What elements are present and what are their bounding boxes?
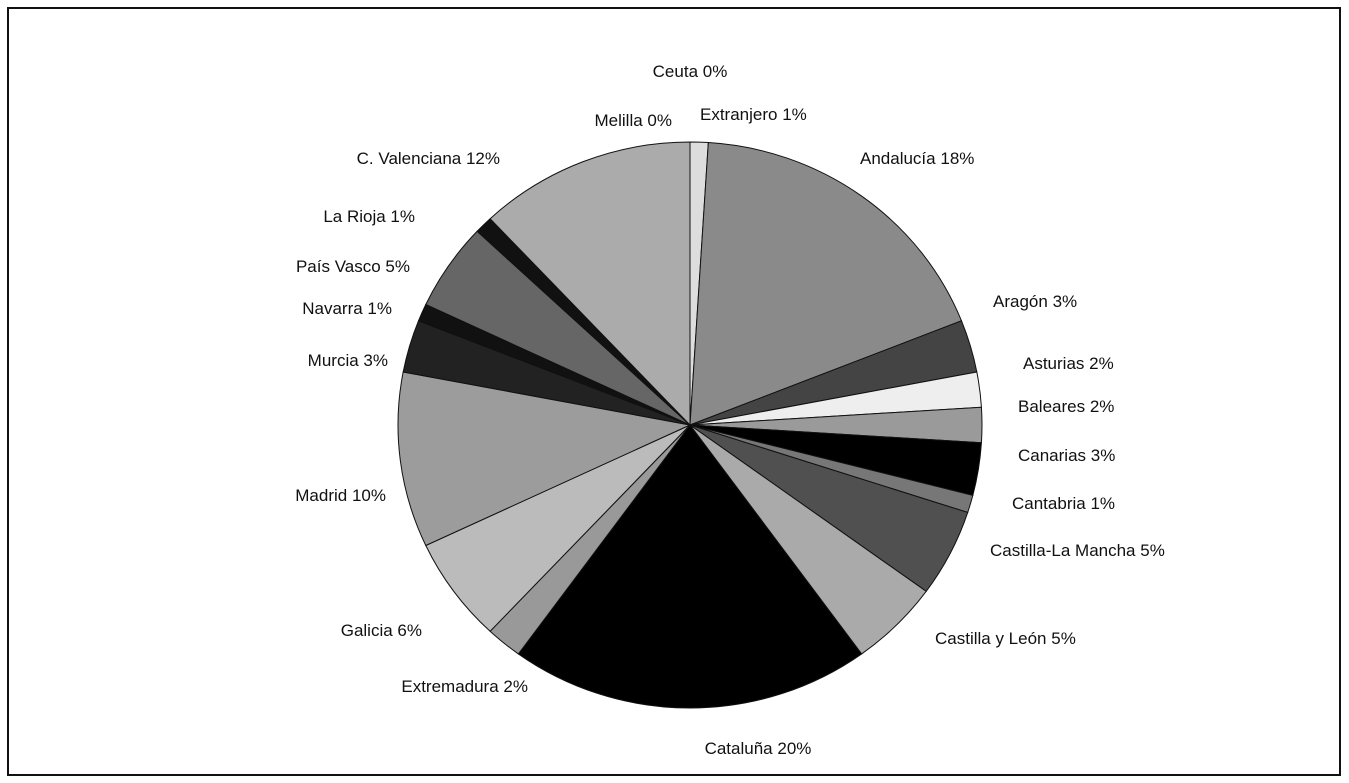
slice-label: Murcia 3% (308, 351, 388, 370)
slice-category: C. Valenciana (357, 149, 462, 168)
slice-label: Castilla-La Mancha 5% (990, 541, 1165, 560)
slice-category: Aragón (993, 292, 1048, 311)
slice-label: Canarias 3% (1018, 446, 1115, 465)
slice-category: Cantabria (1012, 494, 1086, 513)
slice-label: País Vasco 5% (296, 257, 410, 276)
slice-value: 5% (385, 257, 410, 276)
slice-label: Cantabria 1% (1012, 494, 1115, 513)
slice-category: Castilla-La Mancha (990, 541, 1136, 560)
slice-value: 1% (367, 299, 392, 318)
slice-category: Andalucía (860, 149, 936, 168)
slice-category: Baleares (1018, 397, 1085, 416)
slice-value: 1% (390, 207, 415, 226)
slice-label: Navarra 1% (302, 299, 392, 318)
slice-value: 5% (1051, 629, 1076, 648)
slice-value: 0% (647, 111, 672, 130)
pie-slice (489, 141, 691, 427)
slice-label: Extranjero 1% (700, 105, 807, 124)
slice-label: Asturias 2% (1023, 354, 1114, 373)
slice-label: Cataluña 20% (705, 739, 812, 758)
slice-category: La Rioja (323, 207, 386, 226)
slice-label: Madrid 10% (295, 486, 386, 505)
slice-value: 3% (1053, 292, 1078, 311)
slice-category: Murcia (308, 351, 360, 370)
frame (7, 7, 1341, 776)
slice-value: 2% (1089, 354, 1114, 373)
slice-value: 1% (1090, 494, 1115, 513)
slice-value: 1% (782, 105, 807, 124)
slice-value: 0% (703, 62, 728, 81)
slice-label: Melilla 0% (595, 111, 673, 130)
pie-slice (517, 424, 863, 709)
slice-value: 3% (363, 351, 388, 370)
slice-value: 2% (1090, 397, 1115, 416)
slice-value: 3% (1091, 446, 1116, 465)
slice-label: Andalucía 18% (860, 149, 974, 168)
slice-label: Castilla y León 5% (935, 629, 1076, 648)
slice-category: Asturias (1023, 354, 1084, 373)
slice-label: Galicia 6% (341, 621, 422, 640)
slice-label: C. Valenciana 12% (357, 149, 500, 168)
slice-value: 18% (940, 149, 974, 168)
slice-category: País Vasco (296, 257, 381, 276)
slice-category: Navarra (302, 299, 363, 318)
slice-category: Ceuta (653, 62, 699, 81)
slice-label: Ceuta 0% (653, 62, 728, 81)
slice-category: Canarias (1018, 446, 1086, 465)
slice-value: 2% (503, 677, 528, 696)
slice-label: Baleares 2% (1018, 397, 1114, 416)
slice-category: Extranjero (700, 105, 777, 124)
slice-value: 10% (352, 486, 386, 505)
slice-category: Extremadura (401, 677, 499, 696)
pie-slice (689, 142, 963, 426)
slice-category: Castilla y León (935, 629, 1047, 648)
slice-value: 5% (1140, 541, 1165, 560)
slice-value: 6% (397, 621, 422, 640)
slice-label: La Rioja 1% (323, 207, 415, 226)
pie-slice (397, 371, 692, 547)
slice-label: Extremadura 2% (401, 677, 528, 696)
slice-value: 20% (777, 739, 811, 758)
slice-category: Cataluña (705, 739, 774, 758)
slice-category: Madrid (295, 486, 347, 505)
slice-category: Melilla (595, 111, 644, 130)
slice-label: Aragón 3% (993, 292, 1077, 311)
slice-value: 12% (466, 149, 500, 168)
slice-category: Galicia (341, 621, 394, 640)
